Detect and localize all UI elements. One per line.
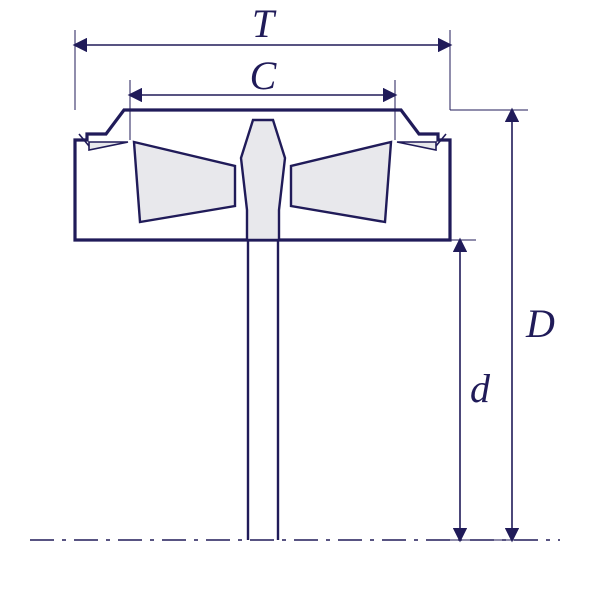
shaft-lines bbox=[248, 240, 278, 540]
dimension-d: d bbox=[450, 240, 491, 540]
center-rib bbox=[241, 120, 285, 240]
label-T: T bbox=[252, 1, 277, 46]
label-C: C bbox=[250, 53, 278, 98]
bearing-cross-section-diagram: T C D d bbox=[0, 0, 600, 600]
label-d: d bbox=[470, 366, 491, 411]
label-D: D bbox=[525, 301, 555, 346]
dimension-D: D bbox=[450, 110, 555, 540]
